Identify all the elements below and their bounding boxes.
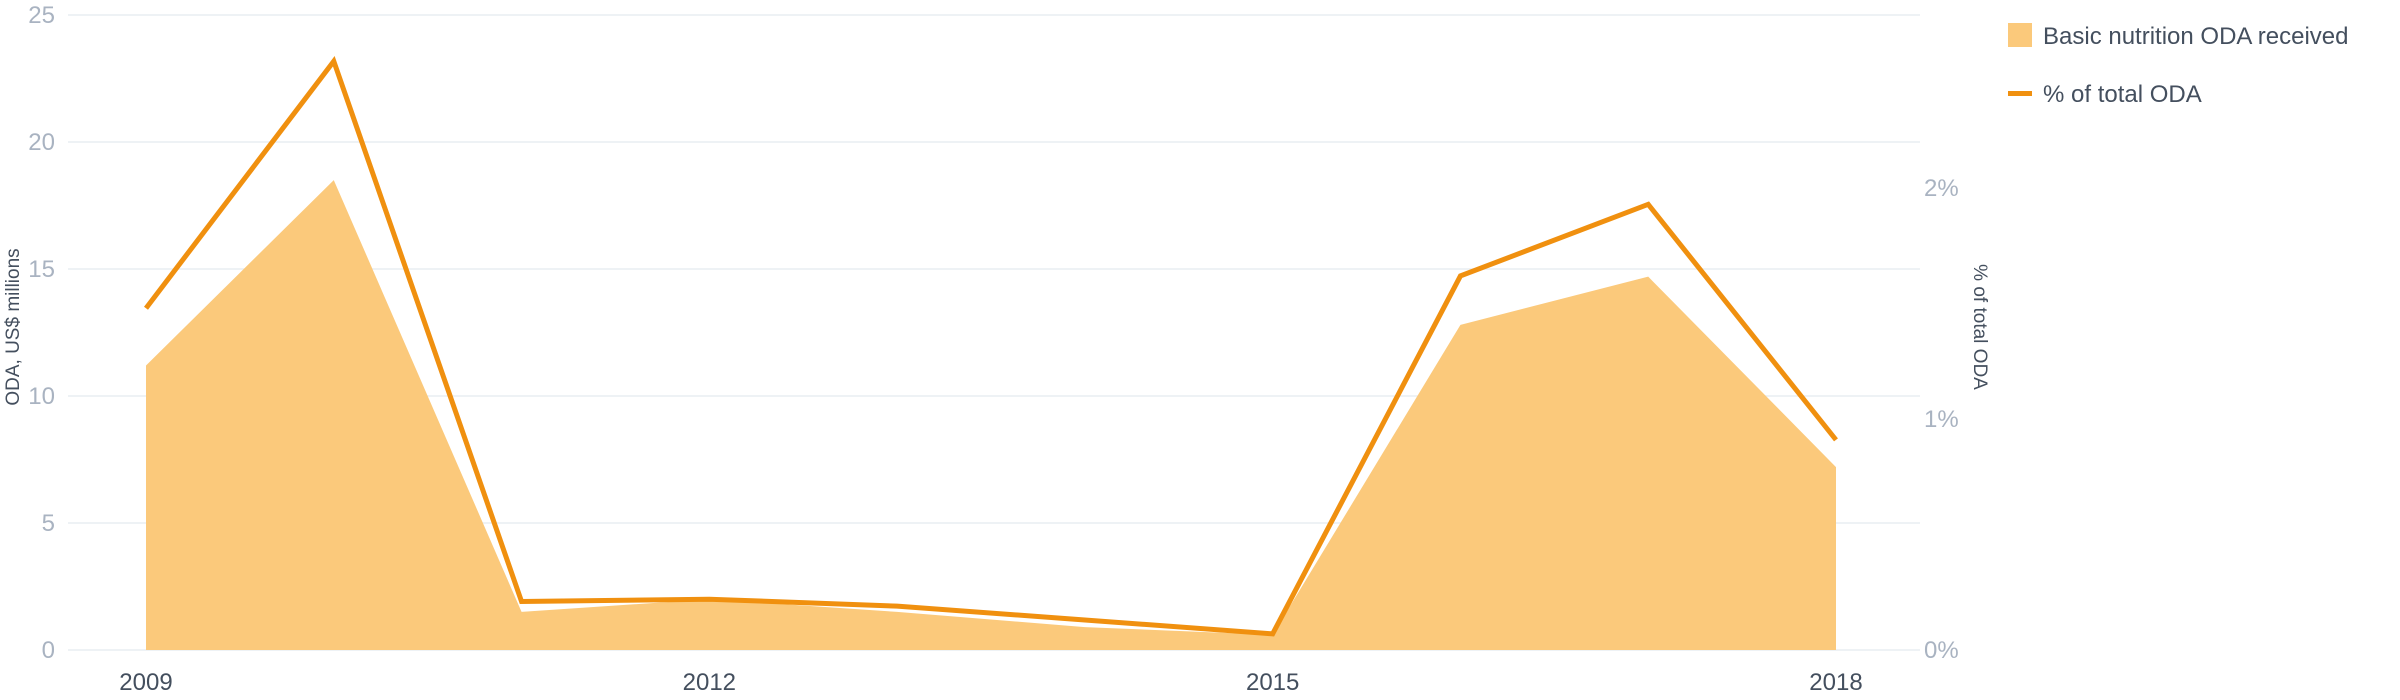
right-tick-label-1: 1% — [1924, 406, 1959, 433]
right-axis-title: % of total ODA — [1969, 264, 1990, 390]
left-axis-ticks: 0 5 10 15 20 25 — [28, 2, 55, 664]
legend: Basic nutrition ODA received % of total … — [2008, 23, 2348, 108]
line-percent-total-oda — [144, 55, 1838, 637]
legend-swatch-area — [2008, 23, 2032, 47]
line-series — [144, 55, 1838, 637]
legend-label-line: % of total ODA — [2043, 81, 2202, 108]
x-tick-label-3: 2018 — [1809, 669, 1862, 696]
legend-swatch-line — [2008, 91, 2032, 96]
left-tick-label-5: 25 — [28, 2, 55, 29]
x-axis-ticks: 2009 2012 2015 2018 — [119, 669, 1862, 696]
legend-label-area: Basic nutrition ODA received — [2043, 23, 2348, 50]
left-tick-label-3: 15 — [28, 256, 55, 283]
right-tick-label-2: 2% — [1924, 175, 1959, 202]
left-tick-label-2: 10 — [28, 383, 55, 410]
right-axis-ticks: 0% 1% 2% — [1924, 175, 1959, 664]
left-tick-label-0: 0 — [42, 637, 55, 664]
left-tick-label-1: 5 — [42, 510, 55, 537]
area-series — [146, 180, 1836, 650]
x-tick-label-1: 2012 — [683, 669, 736, 696]
right-tick-label-0: 0% — [1924, 637, 1959, 664]
left-tick-label-4: 20 — [28, 129, 55, 156]
x-tick-label-2: 2015 — [1246, 669, 1299, 696]
x-tick-label-0: 2009 — [119, 669, 172, 696]
area-basic-nutrition-oda — [146, 180, 1836, 650]
left-axis-title: ODA, US$ millions — [3, 248, 24, 405]
